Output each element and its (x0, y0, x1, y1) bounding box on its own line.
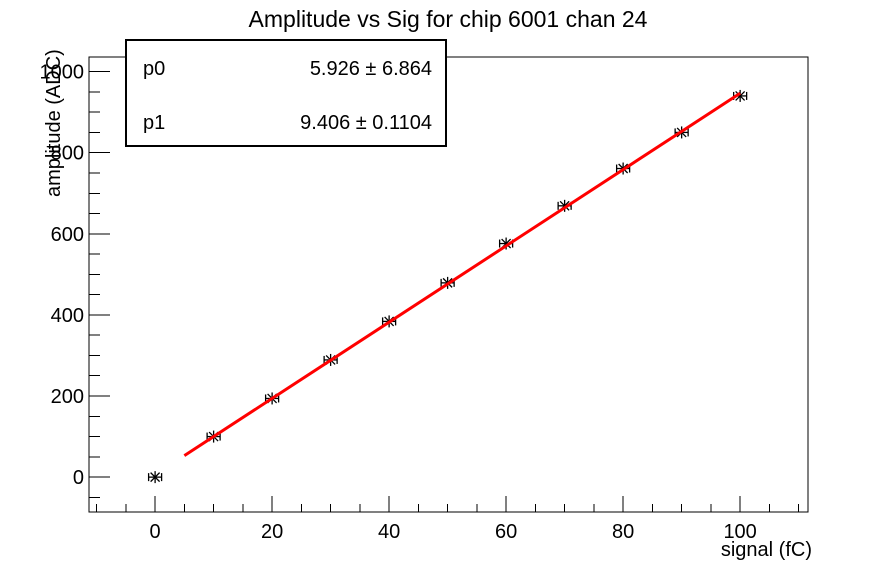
y-tick-label: 0 (73, 467, 84, 489)
stat-row-p1: p1 9.406 ± 0.1104 (143, 112, 432, 134)
x-tick-label: 20 (261, 521, 283, 543)
fit-stats-box: p0 5.926 ± 6.864 p1 9.406 ± 0.1104 (125, 39, 447, 147)
marker-diagonal-spoke (150, 472, 161, 483)
x-tick-label: 60 (495, 521, 517, 543)
stat-p0-label: p0 (143, 58, 166, 80)
fit-line (183, 92, 741, 457)
data-point-marker (147, 471, 163, 484)
y-tick-label: 800 (51, 143, 84, 165)
x-tick-label: 100 (723, 521, 756, 543)
plot-frame (88, 56, 809, 513)
plot-title: Amplitude vs Sig for chip 6001 chan 24 (248, 6, 648, 32)
y-tick-label: 200 (51, 386, 84, 408)
y-tick-label: 600 (51, 224, 84, 246)
x-axis-title: signal (fC) (721, 539, 812, 561)
y-tick-label: 400 (51, 305, 84, 327)
stat-p1-value: 9.406 ± 0.1104 (300, 112, 432, 134)
stat-p0-value: 5.926 ± 6.864 (309, 58, 432, 80)
stat-row-p0: p0 5.926 ± 6.864 (143, 58, 432, 80)
y-axis-title: amplitude (ADC) (43, 49, 65, 197)
x-tick-label: 40 (378, 521, 400, 543)
marker-diagonal-spoke (735, 90, 746, 101)
y-tick-label: 1000 (40, 62, 85, 84)
x-tick-label: 80 (612, 521, 634, 543)
stat-p1-label: p1 (143, 112, 166, 134)
x-tick-label: 0 (150, 521, 161, 543)
